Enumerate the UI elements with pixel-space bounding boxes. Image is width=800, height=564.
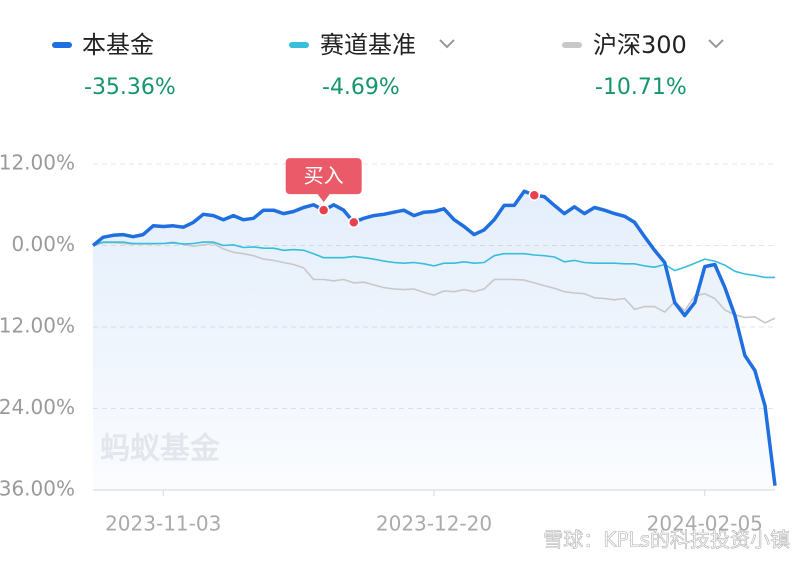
x-tick-label: 2023-11-03 xyxy=(105,512,221,536)
y-tick-label: 0.00% xyxy=(11,232,75,256)
y-tick-label: 12.00% xyxy=(0,151,75,175)
trade-marker xyxy=(528,189,541,201)
x-tick-label: 2023-12-20 xyxy=(376,512,492,536)
series-line xyxy=(91,189,777,486)
legend-label: 沪深300 xyxy=(593,31,687,59)
legend-value: -35.36% xyxy=(84,75,176,100)
watermark: 雪球：KPLs的科技投资小镇 xyxy=(543,528,790,552)
legend-label: 本基金 xyxy=(82,31,154,59)
series-line xyxy=(92,241,776,324)
y-tick-label: -36.00% xyxy=(0,477,75,501)
annotation-box xyxy=(285,158,362,203)
legend-label: 赛道基准 xyxy=(320,31,416,59)
watermark: 蚂蚁基金 xyxy=(100,432,221,467)
annotation-text: 买入 xyxy=(304,164,344,188)
legend-value: -4.69% xyxy=(322,75,400,100)
y-tick-label: -24.00% xyxy=(0,395,75,419)
series-line xyxy=(92,241,775,279)
legend-value: -10.71% xyxy=(595,75,687,100)
y-tick-label: -12.00% xyxy=(0,314,75,338)
chevron[interactable] xyxy=(439,39,455,49)
trade-marker xyxy=(317,204,330,216)
trade-marker xyxy=(348,216,360,229)
x-tick-label: 2024-02-05 xyxy=(647,512,763,536)
chevron[interactable] xyxy=(708,39,724,49)
area-fill xyxy=(93,191,775,490)
